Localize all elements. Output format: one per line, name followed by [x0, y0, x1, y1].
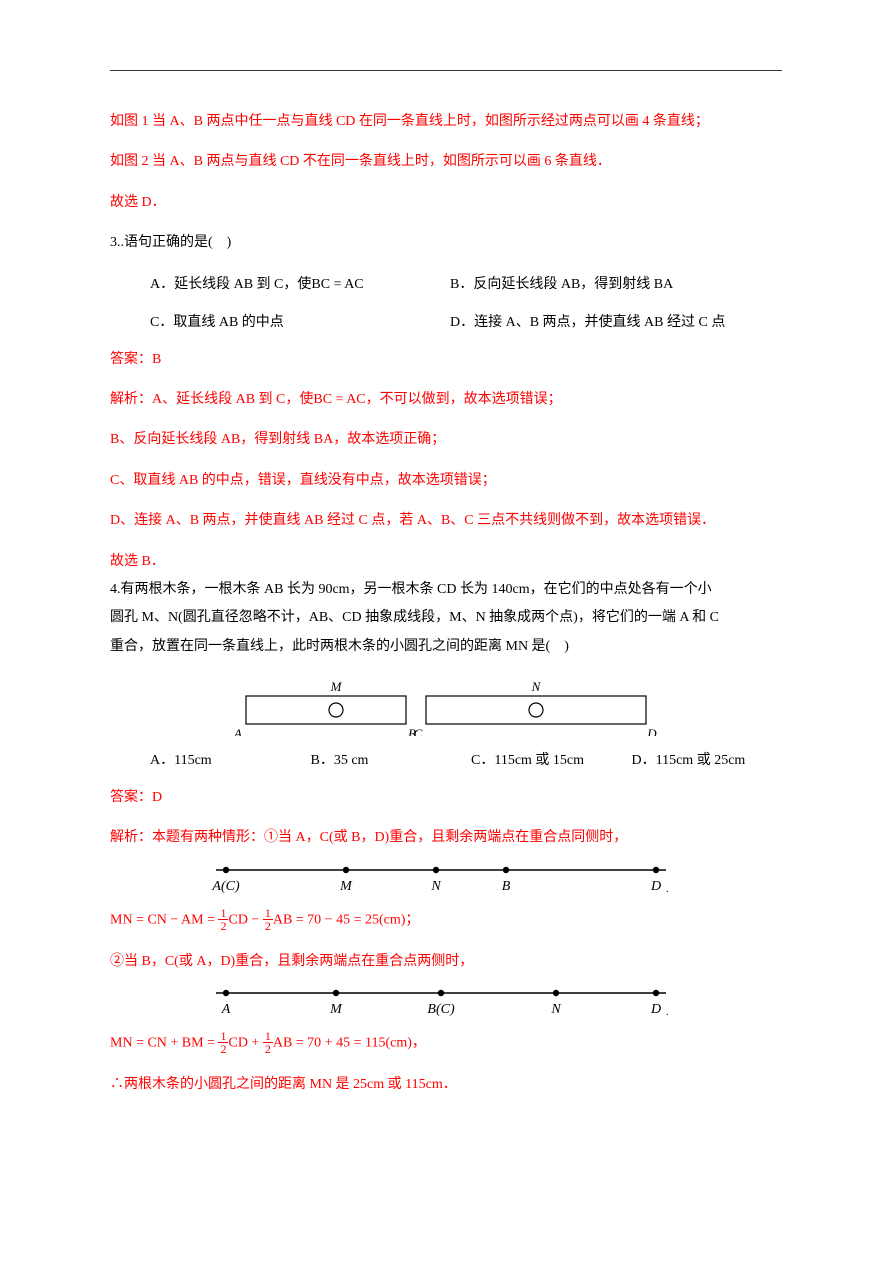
q4-opt-c: C．115cm 或 15cm [471, 749, 622, 769]
svg-text:N: N [531, 679, 542, 694]
svg-text:A(C): A(C) [211, 879, 240, 894]
frac-d: 2 [263, 920, 273, 932]
q4-numberline-1: A(C) M N B D. [110, 856, 782, 898]
q3-opt-d: D．连接 A、B 两点，并使直线 AB 经过 C 点 [450, 311, 782, 331]
q4-expl-intro: 解析：本题有两种情形：①当 A，C(或 B，D)重合，且剩余两端点在重合点同侧时… [110, 827, 782, 849]
q4-case2: ②当 B，C(或 A，D)重合，且剩余两端点在重合点两侧时， [110, 951, 782, 973]
intro-p3: 故选 D． [110, 192, 782, 214]
svg-text:B: B [502, 879, 511, 894]
q3-row1: A．延长线段 AB 到 C，使BC = AC B．反向延长线段 AB，得到射线 … [110, 273, 782, 293]
q4-opt-b: B．35 cm [311, 749, 462, 769]
page: 如图 1 当 A、B 两点中任一点与直线 CD 在同一条直线上时，如图所示经过两… [0, 0, 892, 1175]
q4-numberline-2: A M B(C) N D. [110, 979, 782, 1021]
svg-text:N: N [550, 1002, 561, 1017]
svg-text:N: N [430, 879, 441, 894]
q3-expl-b: B、反向延长线段 AB，得到射线 BA，故本选项正确； [110, 429, 782, 451]
q3-opt-b: B．反向延长线段 AB，得到射线 BA [450, 273, 782, 293]
numberline-1-svg: A(C) M N B D. [186, 856, 706, 898]
eq1-post: AB = 70 − 45 = 25(cm)； [273, 913, 420, 928]
q4-eq2: MN = CN + BM = 12CD + 12AB = 70 + 45 = 1… [110, 1031, 782, 1056]
frac-d: 2 [218, 920, 228, 932]
q4-opt-a: A．115cm [150, 749, 301, 769]
frac-half-1: 12 [218, 907, 228, 932]
sticks-diagram: MABNCD [226, 676, 666, 736]
q4-stem3: 重合，放置在同一条直线上，此时两根木条的小圆孔之间的距离 MN 是( ) [110, 636, 782, 658]
frac-half-3: 12 [218, 1030, 228, 1055]
svg-text:D: D [650, 1002, 661, 1017]
svg-text:A: A [233, 726, 242, 736]
q3-expl-c: C、取直线 AB 的中点，错误，直线没有中点，故本选项错误； [110, 470, 782, 492]
q3-stem: 3..语句正确的是( ) [110, 232, 782, 254]
frac-n: 1 [218, 907, 228, 920]
q4-answer: 答案：D [110, 787, 782, 809]
svg-text:B(C): B(C) [427, 1002, 455, 1017]
q3-expl-a: 解析：A、延长线段 AB 到 C，使BC = AC，不可以做到，故本选项错误； [110, 389, 782, 411]
eq2-pre: MN = CN + BM = [110, 1036, 218, 1051]
svg-text:C: C [414, 726, 423, 736]
eq2-mid: CD + [228, 1036, 262, 1051]
frac-d: 2 [218, 1043, 228, 1055]
top-rule [110, 70, 782, 71]
q4-stem1: 4.有两根木条，一根木条 AB 长为 90cm，另一根木条 CD 长为 140c… [110, 579, 782, 601]
frac-n: 1 [263, 907, 273, 920]
eq1-pre: MN = CN − AM = [110, 913, 218, 928]
svg-text:A: A [221, 1002, 231, 1017]
q3-opt-c: C．取直线 AB 的中点 [150, 311, 450, 331]
svg-text:M: M [330, 679, 343, 694]
eq1-mid: CD − [228, 913, 262, 928]
q4-opt-d: D．115cm 或 25cm [632, 749, 783, 769]
svg-text:D: D [650, 879, 661, 894]
eq2-post: AB = 70 + 45 = 115(cm)， [273, 1036, 426, 1051]
frac-half-2: 12 [263, 907, 273, 932]
numberline-2-svg: A M B(C) N D. [186, 979, 706, 1021]
frac-d: 2 [263, 1043, 273, 1055]
q4-stem2: 圆孔 M、N(圆孔直径忽略不计，AB、CD 抽象成线段，M、N 抽象成两个点)，… [110, 607, 782, 629]
intro-p2: 如图 2 当 A、B 两点与直线 CD 不在同一条直线上时，如图所示可以画 6 … [110, 151, 782, 173]
q3-conclude: 故选 B． [110, 551, 782, 573]
svg-text:.: . [666, 1007, 669, 1018]
q3-answer: 答案：B [110, 349, 782, 371]
q4-options: A．115cm B．35 cm C．115cm 或 15cm D．115cm 或… [110, 749, 782, 769]
q3-expl-d: D、连接 A、B 两点，并使直线 AB 经过 C 点，若 A、B、C 三点不共线… [110, 510, 782, 532]
svg-text:M: M [339, 879, 353, 894]
svg-text:M: M [329, 1002, 343, 1017]
frac-half-4: 12 [263, 1030, 273, 1055]
q4-final: ∴两根木条的小圆孔之间的距离 MN 是 25cm 或 115cm． [110, 1074, 782, 1096]
q4-eq1: MN = CN − AM = 12CD − 12AB = 70 − 45 = 2… [110, 908, 782, 933]
intro-p1: 如图 1 当 A、B 两点中任一点与直线 CD 在同一条直线上时，如图所示经过两… [110, 111, 782, 133]
q4-figure-sticks: MABNCD [110, 676, 782, 741]
svg-text:.: . [666, 884, 669, 895]
q3-opt-a: A．延长线段 AB 到 C，使BC = AC [150, 273, 450, 293]
q3-row2: C．取直线 AB 的中点 D．连接 A、B 两点，并使直线 AB 经过 C 点 [110, 311, 782, 331]
svg-text:D: D [646, 726, 657, 736]
